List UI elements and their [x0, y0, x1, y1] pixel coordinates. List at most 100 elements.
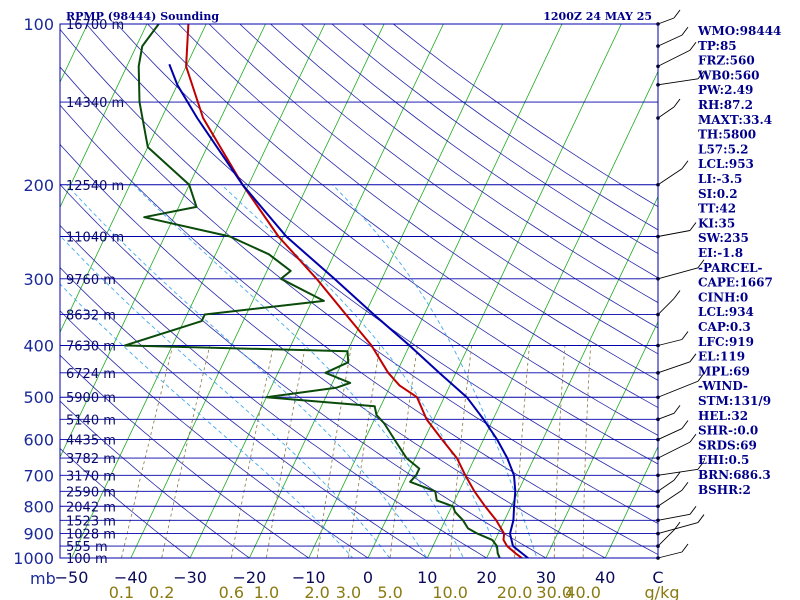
temperature-tick-label: −30 — [173, 568, 207, 587]
dry-adiabat-line — [331, 24, 658, 255]
wind-barb-flag — [689, 42, 697, 51]
parcel-path — [168, 63, 530, 558]
dry-adiabat-line — [60, 224, 488, 558]
height-label: 11040 m — [66, 230, 124, 245]
wind-barb-flag — [681, 543, 689, 553]
wind-barb — [657, 489, 683, 507]
index-value: BSHR:2 — [698, 483, 751, 497]
wind-barb — [657, 17, 675, 25]
sounding-time: 1200Z 24 MAY 25 — [543, 10, 652, 23]
pressure-unit-label: mb — [30, 569, 56, 588]
isotherm-line — [60, 24, 207, 334]
isotherm-line — [486, 195, 658, 558]
height-label: 3782 m — [66, 452, 116, 467]
dry-adiabat-line — [116, 24, 658, 436]
wind-barb — [657, 551, 683, 559]
wind-barb — [657, 168, 683, 186]
isotherm-line — [71, 24, 326, 558]
dry-adiabat-line — [60, 266, 429, 558]
height-label: 14340 m — [66, 96, 124, 111]
wind-barb-flag — [681, 420, 689, 429]
mixing-ratio-labels: 0.1 0.2 0.6 1.0 2.0 3.0 5.0 10.0 20.0 30.040.0 g/k… — [109, 583, 680, 600]
chart-title: RPMP (98444) Sounding — [66, 10, 219, 23]
dry-adiabat-line — [60, 183, 547, 558]
wind-barb — [657, 479, 675, 492]
mixing-ratio-tick-label: 20.0 — [497, 583, 533, 600]
height-label: 16700 m — [66, 18, 124, 33]
temperature-tick-label: 30 — [536, 568, 556, 587]
index-value: MPL:69 — [698, 364, 750, 378]
height-label: 4435 m — [66, 434, 116, 449]
mixing-ratio-tick-label: 1.0 — [254, 583, 279, 600]
index-value: EI:-1.8 — [698, 246, 743, 260]
moist-adiabat-line — [332, 184, 538, 558]
wind-barb — [657, 412, 675, 420]
isotherm-line — [189, 24, 444, 558]
height-label: 1523 m — [66, 514, 116, 529]
wind-barb — [657, 34, 683, 47]
wind-barb-flag — [689, 353, 697, 363]
wind-barb-flag — [689, 222, 697, 231]
pressure-tick-label: 400 — [23, 337, 54, 356]
wind-barbs — [656, 9, 705, 560]
wind-barb-flag — [673, 98, 681, 108]
wind-barb-flag — [681, 331, 689, 340]
mixing-ratio-tick-label: 2.0 — [304, 583, 329, 600]
height-label: 3170 m — [66, 469, 116, 484]
pressure-tick-label: 800 — [23, 497, 54, 516]
wind-barb-flag — [697, 514, 705, 523]
height-label: 9760 m — [66, 273, 116, 288]
index-value: TH:5800 — [698, 128, 756, 142]
mixing-ratio-tick-label: 0.2 — [149, 583, 174, 600]
temperature-unit-label: C — [652, 568, 663, 587]
mixing-ratio-line — [161, 345, 211, 558]
temperature-tick-label: −40 — [114, 568, 148, 587]
wind-barb — [657, 230, 691, 237]
index-value: L57:5.2 — [698, 142, 748, 156]
height-label: 7630 m — [66, 340, 116, 355]
stability-indices-panel: WMO:98444TP:85FRZ:560WB0:560PW:2.49RH:87… — [697, 24, 781, 497]
isotherm-line — [367, 24, 622, 558]
mixing-ratio-tick-label: 40.0 — [565, 583, 601, 600]
dry-adiabat-line — [60, 400, 251, 558]
index-value: LFC:919 — [698, 335, 754, 349]
height-labels: 16700 m 14340 m 12540 m 11040 m 9760 m 8632 m… — [66, 18, 124, 567]
pressure-tick-label: 700 — [23, 466, 54, 485]
dewpoint-profile — [123, 24, 501, 558]
wind-barb-flag — [681, 160, 689, 170]
wind-barb-flag — [697, 461, 705, 470]
index-value: PW:2.49 — [698, 83, 753, 97]
isotherm-line — [308, 24, 563, 558]
wind-barb — [657, 78, 699, 86]
index-value: SW:235 — [698, 231, 749, 245]
pressure-tick-label: 200 — [23, 176, 54, 195]
wind-barb — [657, 441, 691, 459]
wind-barb-flag — [697, 70, 705, 80]
height-label: 2590 m — [66, 485, 116, 500]
index-value: -WIND- — [698, 379, 748, 393]
index-value: LCL:953 — [698, 157, 754, 171]
pressure-tick-label: 500 — [23, 388, 54, 407]
pressure-tick-label: 1000 — [13, 549, 54, 568]
wind-barb — [657, 522, 699, 534]
index-value: MAXT:33.4 — [698, 113, 772, 127]
index-value: LCL:934 — [698, 305, 754, 319]
isotherm-line — [130, 24, 385, 558]
index-value: WMO:98444 — [697, 24, 781, 38]
index-value: TT:42 — [698, 202, 736, 216]
moist-adiabat-line — [133, 184, 465, 558]
index-value: -PARCEL- — [698, 261, 763, 275]
height-label: 555 m — [66, 540, 108, 555]
height-label: 2042 m — [66, 500, 116, 515]
height-label: 5900 m — [66, 391, 116, 406]
mixing-ratio-line — [121, 345, 174, 558]
height-label: 8632 m — [66, 309, 116, 324]
isotherm-line — [545, 320, 658, 558]
wind-barb-flag — [673, 405, 681, 414]
wind-barb — [657, 428, 683, 440]
mixing-ratio-tick-label: 5.0 — [377, 583, 402, 600]
mixing-ratio-tick-label: 3.0 — [336, 583, 361, 600]
index-value: WB0:560 — [697, 68, 759, 82]
